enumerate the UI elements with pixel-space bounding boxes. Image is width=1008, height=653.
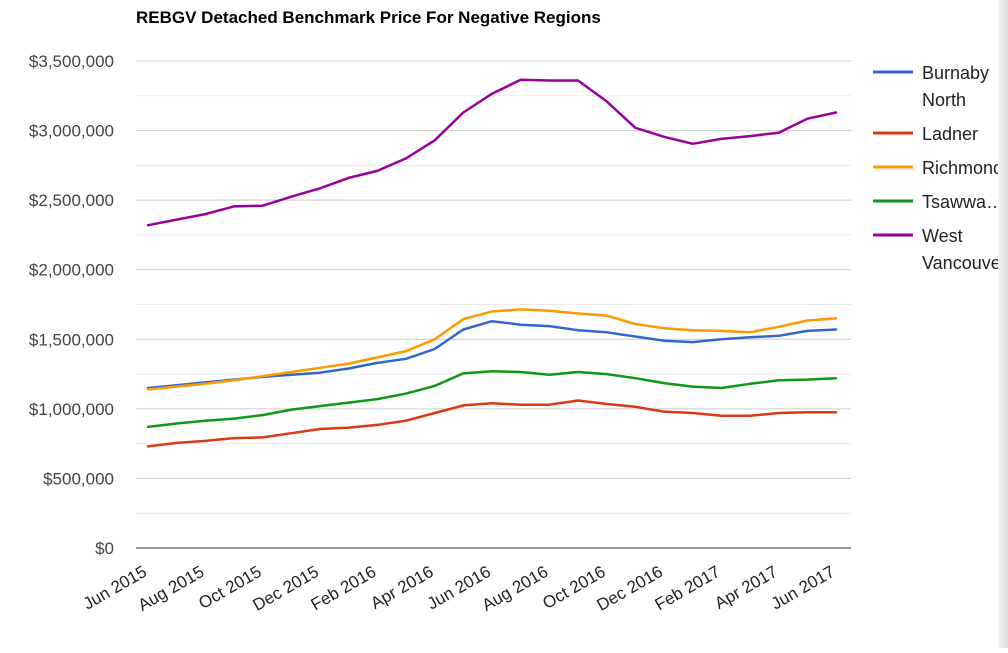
x-tick-label: Aug 2016: [479, 562, 552, 615]
x-tick-label: Apr 2016: [367, 562, 436, 613]
x-tick-label: Aug 2015: [135, 562, 208, 615]
series-line-tsawwassen[interactable]: [146, 370, 838, 429]
legend-item-tsawwassen[interactable]: Tsawwa…: [873, 192, 1004, 212]
legend-item-richmond[interactable]: Richmond: [873, 158, 1003, 178]
legend-item-west-vancouver[interactable]: West Vancouve: [873, 226, 1001, 273]
x-tick-label: Dec 2016: [593, 562, 666, 615]
legend-item-ladner[interactable]: Ladner: [873, 124, 978, 144]
series-lines: [146, 78, 838, 448]
legend[interactable]: Burnaby North Ladner Richmond Tsawwa… West Van…: [873, 63, 1004, 273]
x-tick-label: Apr 2017: [711, 562, 780, 613]
series-line-richmond[interactable]: [146, 308, 838, 391]
x-tick-label: Jun 2017: [768, 562, 838, 613]
legend-label: North: [922, 90, 966, 110]
y-tick-label: $2,000,000: [29, 261, 114, 280]
legend-label: West: [922, 226, 963, 246]
grid: [136, 60, 851, 549]
x-tick-label: Feb 2017: [652, 562, 724, 614]
chart-title: REBGV Detached Benchmark Price For Negat…: [136, 8, 601, 27]
legend-label: Ladner: [922, 124, 978, 144]
y-tick-label: $3,000,000: [29, 122, 114, 141]
legend-item-burnaby-north[interactable]: Burnaby North: [873, 63, 989, 110]
y-tick-label: $1,000,000: [29, 400, 114, 419]
series-line-west-vancouver[interactable]: [146, 78, 838, 227]
y-tick-label: $3,500,000: [29, 52, 114, 71]
y-axis-labels: $0 $500,000 $1,000,000 $1,500,000 $2,000,000…: [29, 52, 114, 558]
legend-label: Burnaby: [922, 63, 989, 83]
legend-label: Richmond: [922, 158, 1003, 178]
y-tick-label: $1,500,000: [29, 330, 114, 349]
x-tick-label: Dec 2015: [249, 562, 322, 615]
legend-label: Tsawwa…: [922, 192, 1004, 212]
y-tick-label: $0: [95, 539, 114, 558]
scroll-edge: [998, 0, 1008, 648]
y-tick-label: $2,500,000: [29, 191, 114, 210]
series-line-ladner[interactable]: [146, 399, 838, 448]
y-tick-label: $500,000: [43, 469, 114, 488]
x-tick-label: Feb 2016: [308, 562, 380, 614]
legend-label: Vancouve: [922, 253, 1001, 273]
